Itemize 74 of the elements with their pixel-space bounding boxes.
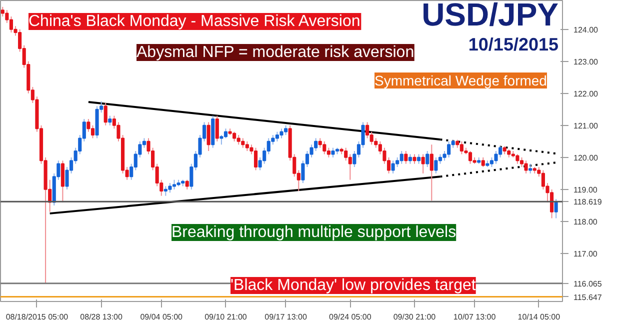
candlestick xyxy=(524,160,528,174)
annotation: Symmetrical Wedge formed xyxy=(374,72,547,88)
annotation: 'Black Monday' low provides target xyxy=(230,277,476,294)
candlestick xyxy=(104,102,108,126)
annotation: Abysmal NFP = moderate risk aversion xyxy=(136,44,414,61)
x-tick-label: 09/30 21:00 xyxy=(393,312,436,322)
x-tick-label: 09/24 05:00 xyxy=(329,312,372,322)
candlestick xyxy=(60,160,64,203)
x-tick-label: 09/17 13:00 xyxy=(264,312,308,322)
candlestick xyxy=(344,147,348,162)
y-tick-label: 117.00 xyxy=(574,249,598,258)
ref-line-label: 118.619 xyxy=(574,198,602,207)
candlestick xyxy=(366,122,370,139)
y-tick-label: 121.00 xyxy=(574,121,599,130)
candlestick xyxy=(0,6,4,18)
y-tick-label: 120.00 xyxy=(574,153,599,162)
candlestick xyxy=(416,154,421,164)
candlestick xyxy=(215,115,219,142)
candlestick xyxy=(426,150,430,168)
candlestick xyxy=(400,150,404,164)
x-tick-label: 09/10 21:00 xyxy=(204,312,248,322)
y-tick-label: 123.00 xyxy=(574,57,599,66)
y-tick-label: 122.00 xyxy=(574,89,599,98)
y-tick-label: 119.00 xyxy=(574,185,598,194)
candlestick xyxy=(164,186,168,196)
candlestick xyxy=(430,144,434,202)
y-tick-label: 118.00 xyxy=(574,217,598,226)
y-tick-label: 124.00 xyxy=(574,25,599,34)
candlestick xyxy=(326,147,330,158)
candlestick xyxy=(331,147,335,158)
candlestick xyxy=(241,138,245,148)
ref-line-label: 116.065 xyxy=(574,279,602,288)
candlestick xyxy=(206,122,210,152)
candlestick xyxy=(254,147,258,171)
candlestick xyxy=(494,150,498,164)
candlestick xyxy=(224,128,228,139)
ref-line-label: 115.647 xyxy=(574,292,602,302)
candlestick xyxy=(322,140,326,155)
candlestick xyxy=(468,150,472,164)
candlestick xyxy=(404,150,408,164)
candlestick xyxy=(86,118,90,132)
candlestick xyxy=(348,154,352,180)
candlestick xyxy=(391,160,395,174)
candlestick xyxy=(9,16,14,34)
candlestick xyxy=(374,138,378,148)
candlestick xyxy=(220,134,224,146)
text: 10/15/2015 xyxy=(468,34,559,54)
candlestick xyxy=(318,138,322,148)
candlestick xyxy=(108,115,112,126)
candlestick xyxy=(185,179,189,190)
candlestick xyxy=(280,128,284,139)
candlestick xyxy=(90,124,95,139)
candlestick xyxy=(550,188,554,219)
candlestick xyxy=(408,154,412,164)
x-tick-label: 10/07 13:00 xyxy=(453,312,496,322)
candlestick xyxy=(172,179,176,190)
candlestick xyxy=(236,134,240,146)
candlestick xyxy=(434,156,438,174)
annotation: Breaking through multiple support levels xyxy=(172,224,456,241)
x-tick-label: 10/14 05:00 xyxy=(518,312,561,322)
candlestick xyxy=(421,154,425,174)
x-tick-label: 08/28 13:00 xyxy=(80,312,123,322)
candlestick xyxy=(554,198,558,219)
x-tick-label: 08/18/2015 05:00 xyxy=(6,312,69,322)
candlestick xyxy=(396,156,400,168)
chart-title: USD/JPY xyxy=(422,0,558,32)
candlestick xyxy=(528,163,532,174)
candlestick xyxy=(168,182,172,194)
candlestick xyxy=(481,156,485,168)
candlestick xyxy=(412,154,416,164)
candlestick xyxy=(520,156,524,168)
candlestick xyxy=(516,154,520,164)
x-tick-label: 09/04 05:00 xyxy=(140,312,184,322)
annotation: China's Black Monday - Massive Risk Aversion xyxy=(28,13,360,30)
